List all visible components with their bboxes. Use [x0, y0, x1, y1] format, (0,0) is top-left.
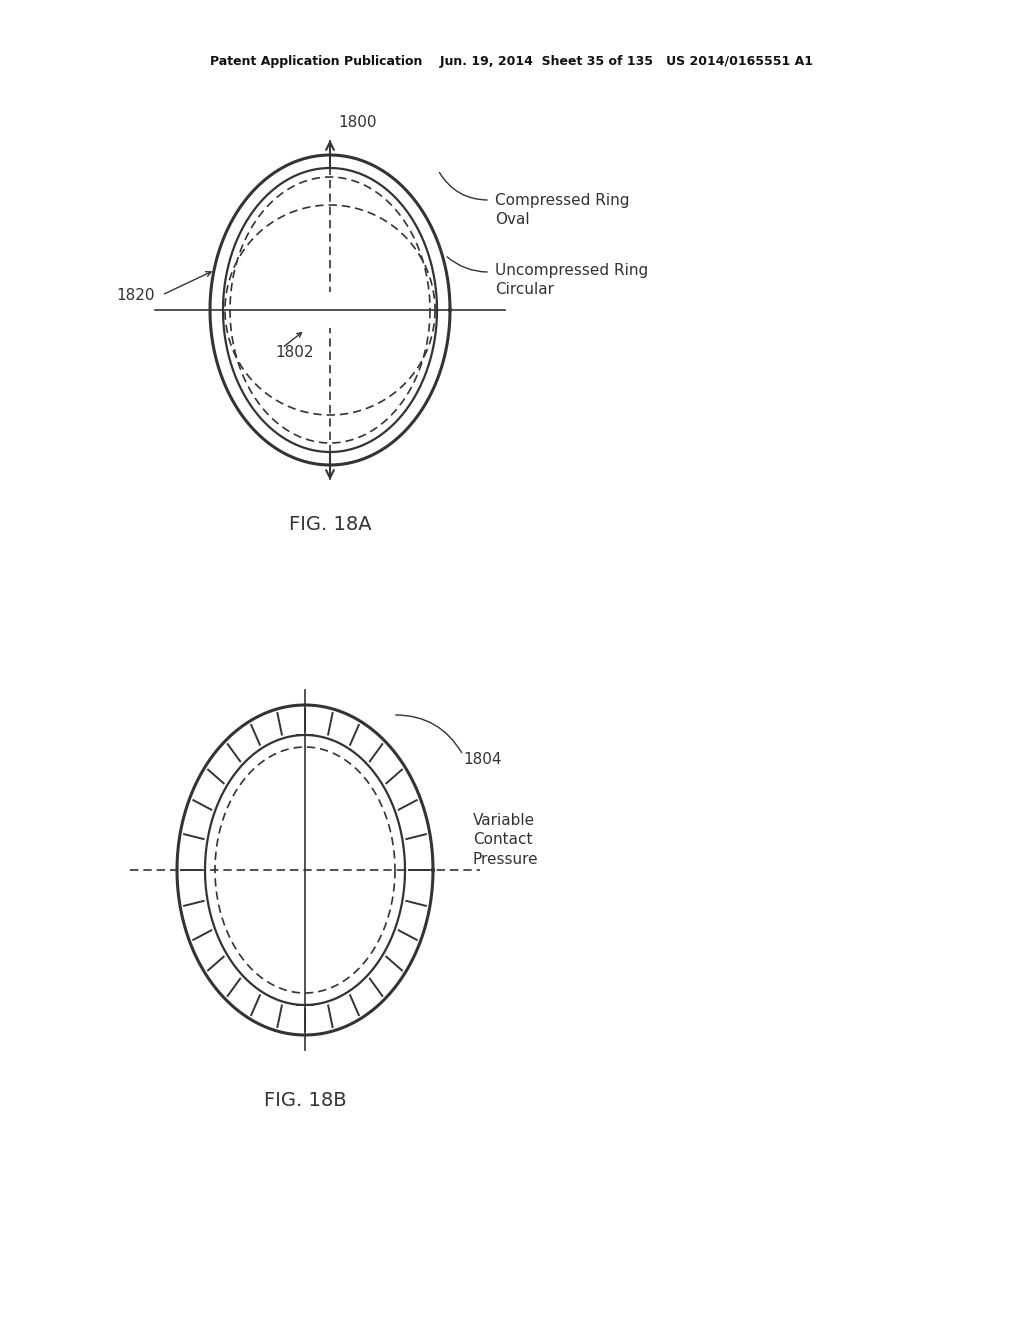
- Text: 1802: 1802: [275, 345, 313, 360]
- Text: Patent Application Publication    Jun. 19, 2014  Sheet 35 of 135   US 2014/01655: Patent Application Publication Jun. 19, …: [211, 55, 813, 69]
- Text: FIG. 18B: FIG. 18B: [264, 1090, 346, 1110]
- Text: 1804: 1804: [463, 752, 502, 767]
- Text: FIG. 18A: FIG. 18A: [289, 516, 372, 535]
- Text: 1820: 1820: [117, 288, 155, 302]
- Text: 1800: 1800: [338, 115, 377, 129]
- Text: Uncompressed Ring
Circular: Uncompressed Ring Circular: [495, 263, 648, 297]
- Text: Compressed Ring
Oval: Compressed Ring Oval: [495, 193, 630, 227]
- Text: Variable
Contact
Pressure: Variable Contact Pressure: [473, 813, 539, 867]
